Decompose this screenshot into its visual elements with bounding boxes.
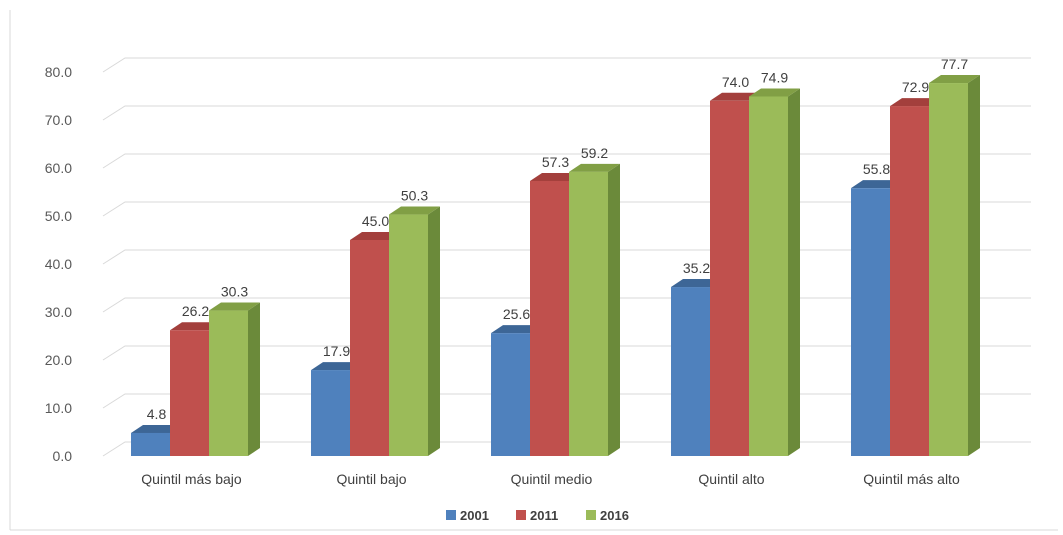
bar-front xyxy=(491,333,530,456)
bar-top xyxy=(389,206,440,215)
legend-item-2001: 2001 xyxy=(446,508,489,523)
bar-top xyxy=(890,98,941,107)
bar-2016-4 xyxy=(749,88,800,456)
gridline xyxy=(102,57,1031,73)
bar-front xyxy=(350,240,389,456)
y-tick-label: 20.0 xyxy=(45,352,72,368)
legend-label: 2001 xyxy=(460,508,489,523)
bar-front xyxy=(851,188,890,456)
bar-side xyxy=(788,88,800,456)
data-label: 74.9 xyxy=(761,69,788,85)
bar-front xyxy=(749,96,788,456)
y-tick-label: 30.0 xyxy=(45,304,72,320)
legend: 2001 2011 2016 xyxy=(446,508,629,523)
data-labels: 4.8 26.2 30.3 17.9 45.0 50.3 25.6 57.3 59.2 35.2 7… xyxy=(147,56,969,422)
bar-top xyxy=(851,180,902,189)
legend-swatch xyxy=(586,510,596,520)
data-label: 50.3 xyxy=(401,188,428,204)
bar-top xyxy=(929,75,980,84)
legend-item-2011: 2011 xyxy=(516,508,558,523)
data-label: 77.7 xyxy=(941,56,968,72)
bar-top xyxy=(530,172,581,181)
data-label: 4.8 xyxy=(147,406,167,422)
x-axis: Quintil más bajo Quintil bajo Quintil medi… xyxy=(141,471,960,487)
bar-2016-2 xyxy=(389,206,440,456)
bar-top xyxy=(569,163,620,172)
bar-front xyxy=(170,330,209,456)
y-tick-label: 60.0 xyxy=(45,160,72,176)
bar-front xyxy=(131,432,170,456)
y-tick-label: 70.0 xyxy=(45,112,72,128)
y-tick-label: 0.0 xyxy=(53,448,73,464)
bar-side xyxy=(968,75,980,456)
bar-front xyxy=(890,106,929,456)
y-tick-label: 10.0 xyxy=(45,400,72,416)
data-label: 57.3 xyxy=(542,154,569,170)
bar-side xyxy=(608,163,620,456)
chart-frame xyxy=(9,10,1058,531)
x-category-label: Quintil más bajo xyxy=(141,471,242,487)
x-category-label: Quintil bajo xyxy=(336,471,406,487)
bar-front xyxy=(311,370,350,456)
data-label: 35.2 xyxy=(683,260,710,276)
bar-top xyxy=(491,325,542,334)
data-label: 59.2 xyxy=(581,145,608,161)
legend-swatch xyxy=(446,510,456,520)
data-label: 74.0 xyxy=(722,74,749,90)
data-label: 26.2 xyxy=(182,303,209,319)
bar-top xyxy=(710,92,761,101)
bar-side xyxy=(428,206,440,456)
data-label: 17.9 xyxy=(323,343,350,359)
x-category-label: Quintil más alto xyxy=(863,471,960,487)
bar-front xyxy=(530,180,569,456)
bar-2016-5 xyxy=(929,75,980,456)
bar-2016-3 xyxy=(569,163,620,456)
bar-front xyxy=(569,171,608,456)
bar-front xyxy=(209,310,248,456)
data-label: 25.6 xyxy=(503,306,530,322)
legend-item-2016: 2016 xyxy=(586,508,629,523)
bar-side xyxy=(248,302,260,456)
bars xyxy=(131,75,980,457)
bar-top xyxy=(131,424,182,433)
y-tick-label: 80.0 xyxy=(45,64,72,80)
data-label: 55.8 xyxy=(863,161,890,177)
y-axis: 0.0 10.0 20.0 30.0 40.0 50.0 60.0 70.0 80.0 xyxy=(45,64,72,464)
legend-label: 2011 xyxy=(530,508,558,523)
data-label: 30.3 xyxy=(221,284,248,300)
legend-swatch xyxy=(516,510,526,520)
legend-label: 2016 xyxy=(600,508,629,523)
bar-top xyxy=(311,362,362,371)
bar-top xyxy=(350,232,401,240)
data-label: 45.0 xyxy=(362,213,389,229)
y-tick-label: 40.0 xyxy=(45,256,72,272)
x-category-label: Quintil medio xyxy=(511,471,593,487)
bar-front xyxy=(671,287,710,456)
bar-top xyxy=(671,279,722,288)
bar-top xyxy=(749,88,800,97)
bar-front xyxy=(389,214,428,456)
bar-top xyxy=(209,302,260,311)
data-label: 72.9 xyxy=(902,79,929,95)
x-category-label: Quintil alto xyxy=(698,471,764,487)
bar-2016-1 xyxy=(209,302,260,456)
y-tick-label: 50.0 xyxy=(45,208,72,224)
bar-front xyxy=(929,83,968,456)
bar-top xyxy=(170,322,221,331)
bar-front xyxy=(710,100,749,457)
